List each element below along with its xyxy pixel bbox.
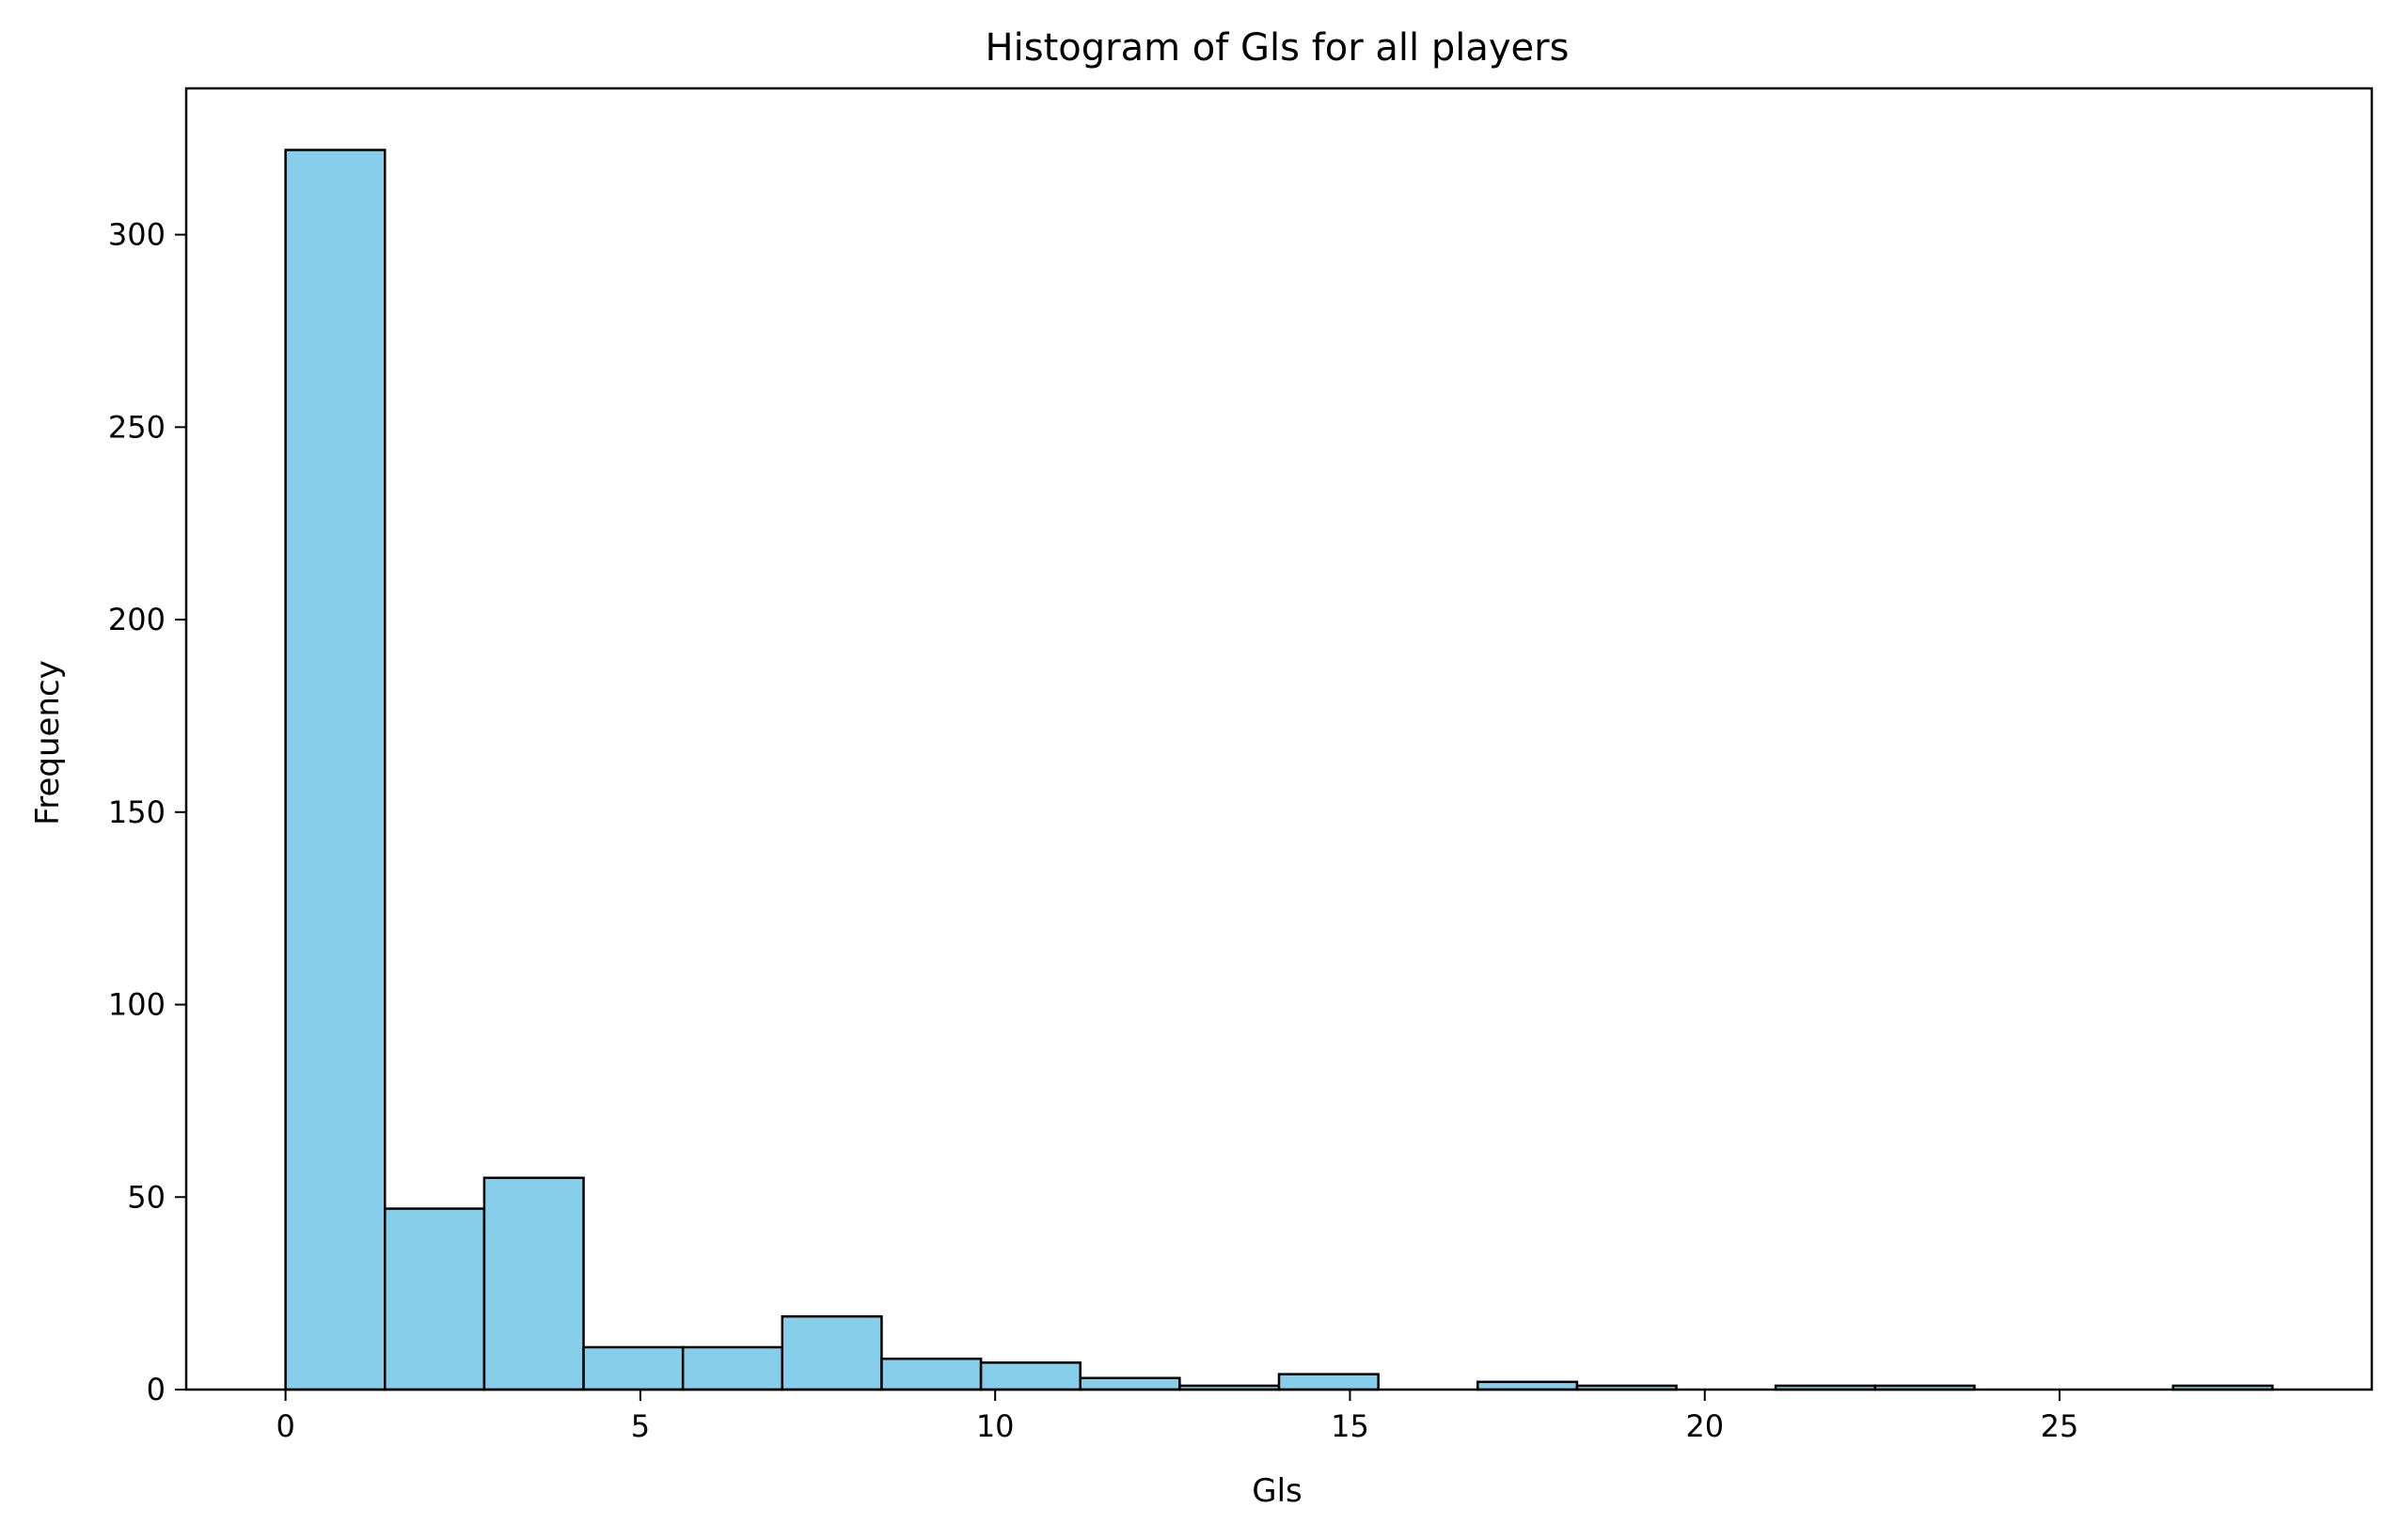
x-tick-label: 0	[276, 1408, 294, 1444]
x-ticks-group: 0 5 10 15 20 25	[276, 1390, 2078, 1444]
x-tick-label: 5	[631, 1408, 650, 1444]
histogram-bar	[1079, 1376, 1181, 1391]
y-tick-label: 150	[108, 794, 166, 830]
histogram-bar	[582, 1345, 685, 1391]
y-tick-label: 0	[147, 1372, 166, 1407]
histogram-bar	[284, 149, 387, 1391]
x-tick-label: 10	[976, 1408, 1015, 1444]
histogram-bar	[681, 1345, 784, 1391]
histogram-bar	[781, 1314, 883, 1391]
histogram-bar	[880, 1357, 983, 1391]
x-tick-label: 20	[1685, 1408, 1724, 1444]
plot-frame	[184, 86, 2374, 1391]
x-tick-label: 15	[1331, 1408, 1369, 1444]
x-axis-label: Gls	[1252, 1472, 1303, 1510]
y-tick-label: 250	[108, 409, 166, 445]
y-axis-label: Frequency	[29, 660, 67, 825]
histogram-bar	[979, 1361, 1082, 1391]
y-tick-label: 100	[108, 987, 166, 1023]
y-tick-label: 300	[108, 217, 166, 253]
histogram-bar	[384, 1207, 486, 1391]
y-tick-label: 50	[127, 1179, 166, 1215]
histogram-bar	[1277, 1373, 1380, 1391]
histogram-bar	[482, 1176, 585, 1391]
bars-group	[284, 149, 2274, 1391]
chart-title: Histogram of Gls for all players	[986, 26, 1570, 70]
x-tick-label: 25	[2041, 1408, 2079, 1444]
y-tick-label: 200	[108, 602, 166, 637]
y-ticks-group: 0 50 100 150 200 250 300	[108, 217, 186, 1407]
